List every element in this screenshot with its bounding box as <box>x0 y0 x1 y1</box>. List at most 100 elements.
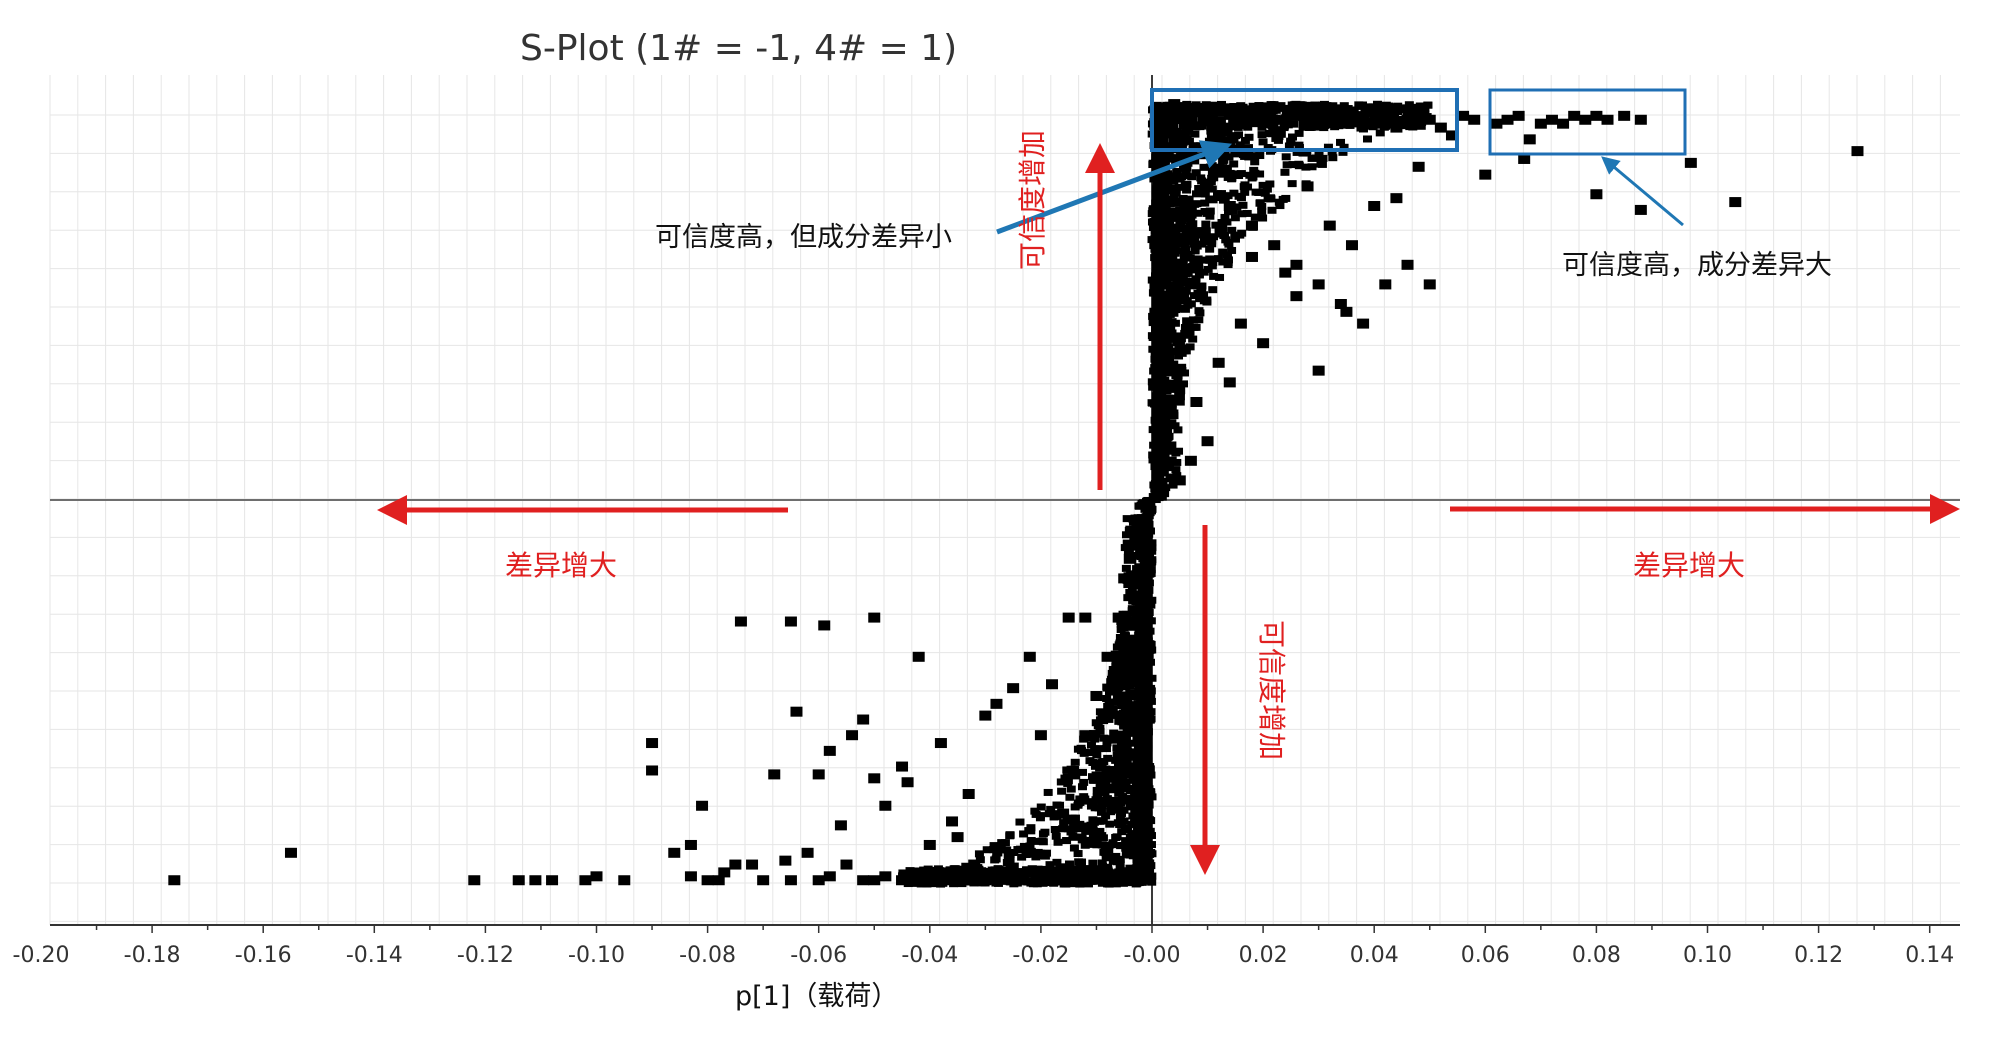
data-point <box>1137 713 1147 721</box>
data-point <box>1115 785 1125 793</box>
data-point <box>962 789 975 799</box>
data-point <box>1033 865 1043 873</box>
data-point <box>1412 161 1425 172</box>
data-point <box>1273 102 1283 110</box>
data-point <box>1140 812 1150 820</box>
data-point <box>1590 110 1603 121</box>
data-point <box>1279 267 1292 278</box>
data-point <box>1121 610 1131 618</box>
data-point <box>1147 399 1157 407</box>
data-point <box>1003 852 1013 860</box>
data-point <box>1148 451 1158 459</box>
data-point <box>906 870 916 878</box>
data-point <box>1130 636 1140 644</box>
data-point <box>1128 707 1138 715</box>
data-point <box>812 769 825 780</box>
data-point <box>1184 127 1194 135</box>
data-point <box>1200 190 1210 198</box>
data-point <box>1069 844 1079 852</box>
data-point <box>1114 683 1124 691</box>
data-point <box>1245 251 1258 262</box>
data-point <box>1150 416 1160 424</box>
data-point <box>904 878 914 886</box>
data-point <box>1140 563 1150 571</box>
data-point <box>1097 710 1107 718</box>
data-point <box>1147 332 1157 340</box>
data-point <box>1179 106 1192 117</box>
data-point <box>1174 234 1184 242</box>
data-point <box>1368 118 1381 129</box>
data-point <box>936 880 946 888</box>
data-point <box>1113 819 1123 827</box>
data-point <box>840 859 853 870</box>
data-point <box>801 847 814 858</box>
data-point <box>1128 776 1138 784</box>
data-point <box>1336 138 1346 146</box>
data-point <box>1126 647 1136 655</box>
data-point <box>1213 255 1223 263</box>
data-point <box>1076 869 1086 877</box>
data-point <box>1104 770 1114 778</box>
data-point <box>1168 136 1178 144</box>
data-point <box>1155 457 1165 465</box>
x-tick-label: -0.06 <box>790 943 847 968</box>
data-point <box>905 867 915 875</box>
data-point <box>1219 136 1229 144</box>
data-point <box>1139 624 1149 632</box>
data-point <box>1160 280 1170 288</box>
data-point <box>1222 251 1232 259</box>
data-point <box>1148 289 1158 297</box>
data-point <box>1152 328 1162 336</box>
data-point <box>1181 232 1191 240</box>
data-point <box>962 871 972 879</box>
x-tick-label: 0.12 <box>1794 943 1843 968</box>
data-point <box>1161 402 1171 410</box>
data-point <box>1168 481 1178 489</box>
data-point <box>1173 426 1183 434</box>
data-point <box>1172 458 1182 466</box>
data-point <box>1147 596 1157 604</box>
data-point <box>1092 776 1102 784</box>
data-point <box>982 846 992 854</box>
data-point <box>1200 199 1210 207</box>
data-point <box>1323 143 1333 151</box>
data-point <box>1223 129 1233 137</box>
data-point <box>1136 842 1146 850</box>
data-point <box>912 871 925 882</box>
data-point <box>1127 680 1137 688</box>
data-point <box>1523 134 1536 145</box>
data-point <box>1230 235 1240 243</box>
data-point <box>1209 272 1219 280</box>
data-point <box>1112 612 1125 623</box>
data-point <box>1109 736 1119 744</box>
data-point <box>1175 258 1185 266</box>
data-point <box>1240 188 1250 196</box>
data-point <box>1088 830 1098 838</box>
data-point <box>1263 195 1273 203</box>
data-point <box>1187 211 1197 219</box>
data-point <box>1139 539 1149 547</box>
data-point <box>1290 259 1303 270</box>
data-point <box>1159 263 1169 271</box>
data-point <box>1114 756 1124 764</box>
data-point <box>1137 689 1147 697</box>
data-point <box>1050 825 1060 833</box>
data-point <box>1151 110 1164 121</box>
data-point <box>1107 673 1117 681</box>
data-point <box>1168 385 1178 393</box>
data-point <box>1123 696 1133 704</box>
data-point <box>1176 290 1186 298</box>
data-point <box>1101 879 1111 887</box>
data-point <box>1179 253 1189 261</box>
data-point <box>1161 413 1171 421</box>
data-point <box>1102 684 1112 692</box>
data-point <box>1190 397 1203 407</box>
data-point <box>1148 224 1158 232</box>
data-point <box>1534 118 1547 129</box>
data-point <box>1146 601 1156 609</box>
data-point <box>1176 335 1186 343</box>
data-point <box>896 875 909 886</box>
data-point <box>846 730 859 741</box>
data-point <box>1267 206 1277 214</box>
data-point <box>1158 178 1168 186</box>
